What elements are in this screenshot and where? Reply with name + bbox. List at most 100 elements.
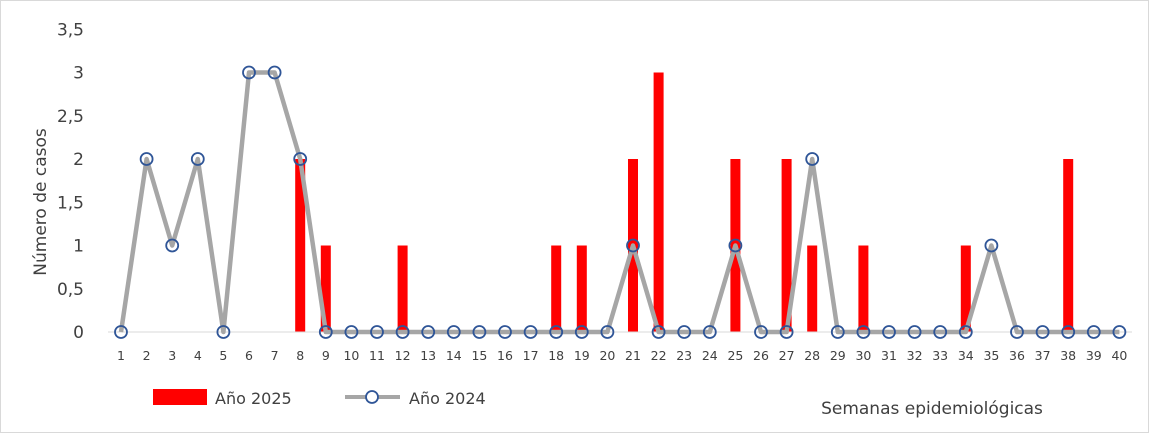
bar-2025 bbox=[1063, 159, 1074, 332]
x-tick-label: 34 bbox=[958, 348, 974, 363]
x-tick-label: 39 bbox=[1086, 348, 1102, 363]
x-tick-label: 14 bbox=[446, 348, 462, 363]
point-2024 bbox=[1010, 325, 1024, 339]
point-2024 bbox=[190, 152, 205, 166]
point-2024 bbox=[830, 325, 845, 339]
x-tick-label: 38 bbox=[1060, 348, 1076, 363]
bar-2025 bbox=[320, 245, 331, 332]
bar-2025 bbox=[551, 245, 562, 332]
point-2024 bbox=[856, 325, 871, 339]
x-tick-label: 21 bbox=[625, 348, 641, 363]
x-tick-label: 29 bbox=[830, 348, 846, 363]
point-2024 bbox=[446, 325, 461, 339]
y-axis: 0 0,5 1 1,5 2 2,5 3 3,5 bbox=[57, 20, 84, 343]
series-line-2024 bbox=[118, 70, 1120, 335]
x-tick-label: 40 bbox=[1111, 348, 1127, 363]
x-tick-label: 9 bbox=[322, 348, 330, 363]
bar-2025 bbox=[781, 159, 792, 332]
point-2024 bbox=[139, 152, 154, 166]
x-tick-label: 1 bbox=[117, 348, 125, 363]
point-2024 bbox=[651, 325, 666, 339]
bar-2025 bbox=[576, 245, 587, 332]
x-tick-label: 36 bbox=[1009, 348, 1025, 363]
x-tick-label: 17 bbox=[523, 348, 539, 363]
line-2024 bbox=[114, 65, 1127, 339]
y-axis-title: Número de casos bbox=[31, 128, 51, 276]
x-tick-label: 4 bbox=[194, 348, 202, 363]
x-tick-label: 26 bbox=[753, 348, 769, 363]
x-tick-label: 27 bbox=[779, 348, 795, 363]
legend-marker-2024 bbox=[365, 390, 379, 404]
legend: Año 2025 Año 2024 bbox=[153, 389, 486, 408]
x-tick-label: 28 bbox=[804, 348, 820, 363]
point-2024 bbox=[600, 325, 615, 339]
point-2024 bbox=[626, 238, 640, 253]
x-axis: 1 2 3 4 5 6 7 8 9 10 11 12 13 14 15 16 17 18 19 20 21 22 23 24 2… bbox=[108, 331, 1132, 363]
point-2024 bbox=[779, 325, 794, 339]
bar-2025 bbox=[960, 245, 971, 332]
y-tick-label: 1,5 bbox=[57, 193, 84, 213]
point-2024 bbox=[984, 238, 999, 253]
point-2024 bbox=[370, 325, 384, 339]
x-tick-label: 8 bbox=[296, 348, 304, 363]
bar-2025 bbox=[807, 245, 818, 332]
legend-label-2024: Año 2024 bbox=[409, 389, 486, 408]
point-2024 bbox=[677, 325, 692, 339]
bar-2025 bbox=[858, 245, 869, 332]
x-tick-label: 3 bbox=[168, 348, 176, 363]
point-2024 bbox=[1086, 325, 1101, 339]
y-tick-label: 3,5 bbox=[57, 20, 84, 40]
x-tick-label: 35 bbox=[983, 348, 999, 363]
point-2024 bbox=[472, 325, 487, 339]
point-2024 bbox=[1112, 325, 1127, 339]
x-tick-label: 2 bbox=[143, 348, 151, 363]
bar-2025 bbox=[295, 159, 306, 332]
point-2024 bbox=[702, 325, 717, 339]
x-tick-label: 7 bbox=[271, 348, 279, 363]
legend-swatch-2025 bbox=[153, 389, 207, 405]
x-tick-label: 31 bbox=[881, 348, 897, 363]
x-tick-label: 23 bbox=[676, 348, 692, 363]
point-2024 bbox=[165, 238, 180, 253]
point-2024 bbox=[805, 152, 820, 166]
x-tick-label: 37 bbox=[1035, 348, 1051, 363]
x-tick-label: 24 bbox=[702, 348, 718, 363]
point-2024 bbox=[549, 325, 564, 339]
y-tick-label: 2,5 bbox=[57, 107, 84, 127]
point-2024 bbox=[933, 325, 948, 339]
y-tick-label: 2 bbox=[73, 150, 84, 170]
bars-2025 bbox=[295, 72, 1074, 332]
x-tick-label: 16 bbox=[497, 348, 513, 363]
x-tick-label: 15 bbox=[471, 348, 487, 363]
legend-label-2025: Año 2025 bbox=[215, 389, 292, 408]
point-2024 bbox=[114, 325, 128, 339]
point-2024 bbox=[267, 65, 282, 80]
bar-2025 bbox=[653, 72, 664, 332]
point-2024 bbox=[523, 325, 538, 339]
point-2024 bbox=[728, 238, 743, 253]
point-2024 bbox=[882, 325, 896, 339]
point-2024 bbox=[216, 325, 231, 339]
y-tick-label: 0 bbox=[73, 323, 84, 343]
x-tick-label: 19 bbox=[574, 348, 590, 363]
x-tick-label: 13 bbox=[420, 348, 436, 363]
x-tick-label: 32 bbox=[907, 348, 923, 363]
point-2024 bbox=[421, 325, 436, 339]
y-tick-label: 1 bbox=[73, 237, 84, 257]
point-2024 bbox=[574, 325, 589, 339]
point-2024 bbox=[395, 325, 410, 339]
x-tick-label: 20 bbox=[599, 348, 615, 363]
x-axis-title: Semanas epidemiológicas bbox=[821, 399, 1043, 419]
point-2024 bbox=[907, 325, 922, 339]
bar-2025 bbox=[397, 245, 408, 332]
point-2024 bbox=[1035, 325, 1050, 339]
x-tick-label: 6 bbox=[245, 348, 253, 363]
x-tick-label: 22 bbox=[651, 348, 667, 363]
x-tick-label: 11 bbox=[369, 348, 385, 363]
x-tick-label: 33 bbox=[932, 348, 948, 363]
x-tick-label: 25 bbox=[727, 348, 743, 363]
x-tick-label: 5 bbox=[219, 348, 227, 363]
point-2024 bbox=[1061, 325, 1076, 339]
